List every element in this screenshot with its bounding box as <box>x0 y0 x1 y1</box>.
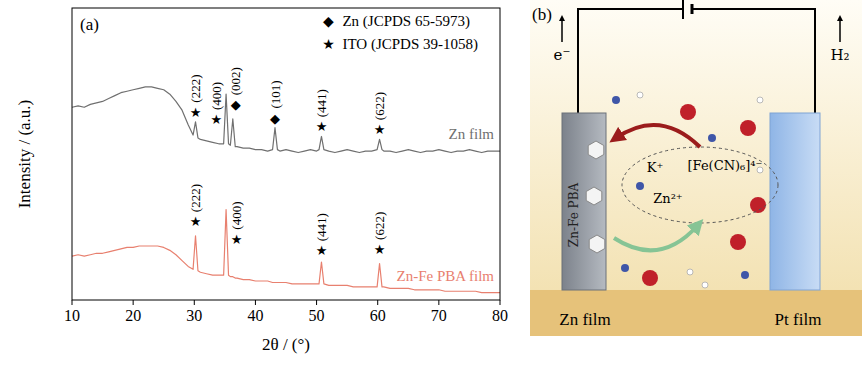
electrolyte <box>530 0 862 290</box>
peak-label: (622) <box>372 212 387 240</box>
x-axis-title: 2θ / (°) <box>262 335 310 354</box>
panel-b: e⁻ H₂ (b) Zn-Fe PBA K⁺ [Fe(CN)₆]⁴⁻ Zn²⁺ Zn film… <box>530 0 862 336</box>
legend-symbol: ◆ <box>323 13 334 29</box>
k-ion <box>757 97 763 103</box>
peak-marker: ★ <box>316 119 328 134</box>
xrd-trace <box>72 209 500 292</box>
ferrocyanide-ion <box>730 234 746 250</box>
peak-marker: ★ <box>210 112 222 127</box>
peak-label: (622) <box>372 92 387 120</box>
electron-label: e⁻ <box>554 46 571 64</box>
series-label: Zn-Fe PBA film <box>396 268 494 284</box>
xrd-trace <box>72 87 500 153</box>
data-lines <box>72 87 500 293</box>
panel-a: 10 20 30 40 50 60 70 80 2θ / (°) Intensity / (a.u… <box>15 8 508 354</box>
gas-arrow <box>839 18 841 42</box>
legend-label: ITO (JCPDS 39-1058) <box>342 36 478 53</box>
peak-marker: ★ <box>190 105 202 120</box>
legend-label: Zn (JCPDS 65-5973) <box>342 13 470 30</box>
peak-label: (222) <box>188 74 203 102</box>
ferrocyanide-ion <box>680 104 696 120</box>
y-axis-title: Intensity / (a.u.) <box>15 100 34 209</box>
series-label: Zn film <box>449 126 495 142</box>
x-tick-label: 40 <box>247 307 263 324</box>
x-tick-label: 50 <box>309 307 325 324</box>
electron-arrow <box>561 18 563 42</box>
peak-marker: ◆ <box>270 111 280 126</box>
peak-label: (441) <box>314 89 329 117</box>
peak-marker: ★ <box>231 232 243 247</box>
substrate-band <box>530 290 862 336</box>
legend: ◆ Zn (JCPDS 65-5973) ★ ITO (JCPDS 39-1058) <box>322 13 478 53</box>
k-ion <box>637 92 643 98</box>
x-tick-label: 20 <box>125 307 141 324</box>
x-tick-label: 80 <box>492 307 508 324</box>
x-tick-label: 10 <box>64 307 80 324</box>
peak-marker: ★ <box>316 243 328 258</box>
figure: 10 20 30 40 50 60 70 80 2θ / (°) Intensity / (a.u… <box>0 0 862 369</box>
x-tick-label: 70 <box>431 307 447 324</box>
x-tick-label: 30 <box>186 307 202 324</box>
dissolution-arrow <box>614 225 698 250</box>
peak-label: (101) <box>268 80 283 108</box>
peak-marker: ★ <box>374 242 386 257</box>
k-ion <box>702 282 708 288</box>
ion-label: [Fe(CN)₆]⁴⁻ <box>688 158 763 173</box>
x-tick <box>316 300 317 305</box>
x-tick <box>438 300 439 305</box>
pba-crystal <box>589 235 605 253</box>
peak-label: (222) <box>188 184 203 212</box>
ion-label: Zn²⁺ <box>653 191 682 206</box>
x-tick <box>72 300 73 305</box>
zn-electrode <box>562 113 606 290</box>
peak-marker: ◆ <box>231 97 241 112</box>
x-tick <box>377 300 378 305</box>
peak-label: (441) <box>314 213 329 241</box>
pba-crystal <box>588 141 604 159</box>
plot-frame <box>72 8 500 300</box>
ferrocyanide-ion <box>740 120 756 136</box>
zn-ion <box>741 271 749 279</box>
zn-ion <box>708 134 716 142</box>
ferrocyanide-ion <box>642 270 658 286</box>
zn-ion <box>636 182 644 190</box>
panel-label: (b) <box>532 5 552 24</box>
ion-label: K⁺ <box>647 160 664 175</box>
pt-electrode <box>770 113 820 290</box>
peak-label: (400) <box>229 202 244 230</box>
anode-label: Zn film <box>559 310 610 329</box>
battery-plate <box>682 0 684 19</box>
gas-label: H₂ <box>830 46 849 64</box>
legend-symbol: ★ <box>322 36 335 52</box>
x-tick <box>500 300 501 305</box>
x-tick-label: 60 <box>370 307 386 324</box>
ferrocyanide-ion <box>750 197 766 213</box>
x-tick <box>255 300 256 305</box>
x-tick <box>133 300 134 305</box>
pba-crystal <box>586 187 602 205</box>
x-tick <box>194 300 195 305</box>
wire <box>578 9 815 113</box>
zn-ion <box>612 96 620 104</box>
peak-label: (002) <box>228 67 243 95</box>
zn-ion <box>621 264 629 272</box>
k-ion <box>687 269 693 275</box>
battery-plate <box>691 4 694 14</box>
peak-marker: ★ <box>190 214 202 229</box>
deposition-arrow <box>616 125 700 147</box>
peak-label: (400) <box>209 82 224 110</box>
peak-marker: ★ <box>374 122 386 137</box>
ion-region <box>622 147 778 223</box>
panel-label: (a) <box>80 15 99 34</box>
cathode-label: Pt film <box>775 310 822 329</box>
coating-label: Zn-Fe PBA <box>567 183 581 248</box>
